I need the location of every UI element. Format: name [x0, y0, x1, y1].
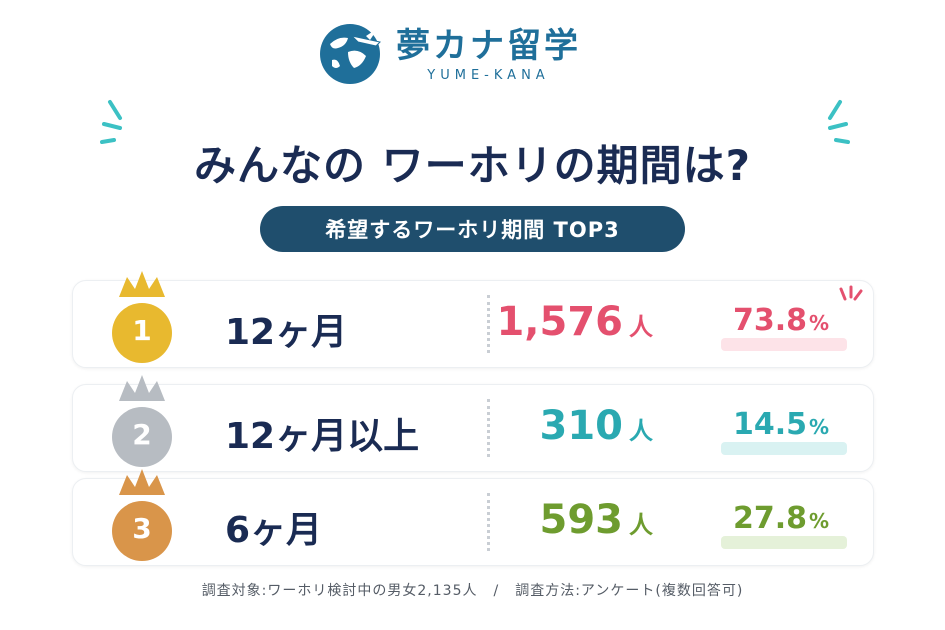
ranking-row-3: 3 6ヶ月 593 人 27.8% — [72, 469, 874, 566]
row-divider — [487, 295, 490, 353]
percent-text: 14.5% — [733, 407, 829, 442]
survey-subject: 調査対象:ワーホリ検討中の男女2,135人 — [201, 583, 478, 599]
period-label: 12ヶ月以上 — [225, 416, 420, 457]
percent-highlight — [721, 442, 847, 455]
footnote-separator: / — [493, 583, 500, 599]
emphasis-mark-icon — [839, 285, 863, 301]
survey-footnote: 調査対象:ワーホリ検討中の男女2,135人 / 調査方法:アンケート(複数回答可) — [0, 580, 945, 600]
percent-text: 73.8% — [733, 303, 829, 338]
respondent-count: 1,576 人 — [496, 299, 653, 345]
ranking-row-1: 1 12ヶ月 1,576 人 73.8% — [72, 271, 874, 368]
percent-highlight — [721, 536, 847, 549]
brand-name: 夢カナ留学 — [396, 25, 581, 66]
percent-value: 73.8 — [733, 303, 808, 338]
brand-logo: 夢カナ留学 YUME-KANA — [318, 22, 581, 86]
rank-number: 1 — [132, 314, 152, 347]
row-divider — [487, 399, 490, 457]
crown-medal-bronze-icon: 3 — [107, 467, 177, 577]
crown-medal-gold-icon: 1 — [107, 269, 177, 379]
count-value: 593 — [539, 497, 624, 543]
respondent-count: 593 人 — [540, 497, 654, 543]
globe-plane-icon — [320, 24, 382, 84]
count-value: 310 — [539, 403, 624, 449]
rank-number: 3 — [132, 512, 152, 545]
count-unit: 人 — [629, 313, 653, 341]
sparkle-right-icon — [828, 100, 850, 144]
crown-medal-silver-icon: 2 — [107, 373, 177, 483]
percent-unit: % — [809, 415, 830, 439]
respondent-count: 310 人 — [540, 403, 654, 449]
percent-value: 27.8 — [733, 501, 808, 536]
page-title: みんなの ワーホリの期間は? — [194, 141, 751, 190]
section-badge: 希望するワーホリ期間 TOP3 — [260, 206, 685, 252]
survey-method: 調査方法:アンケート(複数回答可) — [515, 583, 744, 599]
percent-highlight — [721, 338, 847, 351]
count-value: 1,576 — [496, 299, 623, 345]
period-label: 6ヶ月 — [225, 510, 323, 551]
row-divider — [487, 493, 490, 551]
sparkle-left-icon — [100, 100, 122, 144]
period-label: 12ヶ月 — [225, 312, 348, 353]
percent-unit: % — [809, 311, 830, 335]
rank-number: 2 — [132, 418, 152, 451]
percent-value: 14.5 — [733, 407, 808, 442]
ranking-row-2: 2 12ヶ月以上 310 人 14.5% — [72, 375, 874, 472]
percent-unit: % — [809, 509, 830, 533]
count-unit: 人 — [629, 417, 653, 445]
brand-subtitle: YUME-KANA — [427, 67, 550, 83]
count-unit: 人 — [629, 511, 653, 539]
percent-text: 27.8% — [733, 501, 829, 536]
